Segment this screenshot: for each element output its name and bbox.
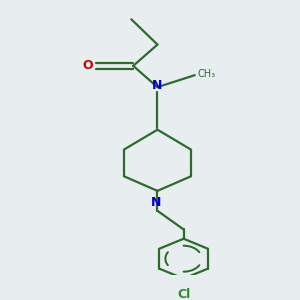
Text: Cl: Cl — [177, 289, 190, 300]
Text: O: O — [82, 59, 93, 72]
Text: N: N — [150, 196, 161, 209]
Text: N: N — [152, 79, 163, 92]
Text: CH₃: CH₃ — [198, 69, 216, 79]
